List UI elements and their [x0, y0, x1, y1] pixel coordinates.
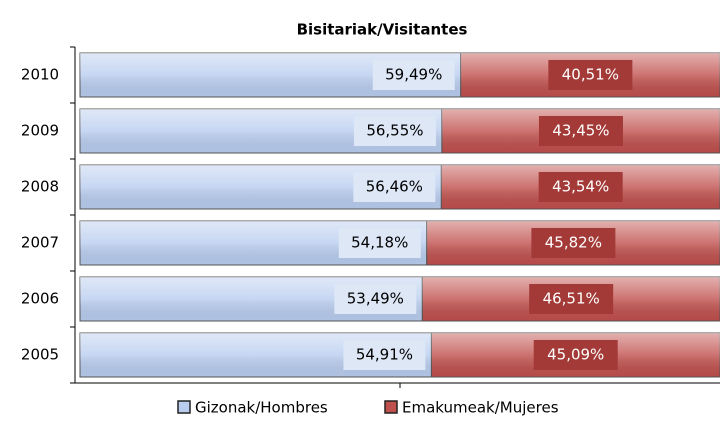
data-label: 54,18%	[351, 234, 408, 252]
legend-swatch	[384, 400, 398, 414]
data-label: 43,54%	[552, 178, 609, 196]
label-box	[531, 228, 616, 258]
label-box	[538, 116, 623, 146]
data-label: 46,51%	[543, 290, 600, 308]
label-box	[334, 284, 417, 314]
data-label: 40,51%	[562, 66, 619, 84]
label-box	[353, 116, 436, 146]
label-box	[372, 60, 455, 90]
label-box	[343, 340, 426, 370]
y-tick-label: 2007	[21, 234, 59, 252]
label-box	[533, 340, 618, 370]
y-tick-label: 2009	[21, 122, 59, 140]
label-box	[529, 284, 614, 314]
data-label: 53,49%	[347, 290, 404, 308]
y-tick-label: 2005	[21, 346, 59, 364]
data-label: 45,82%	[545, 234, 602, 252]
data-label: 43,45%	[552, 122, 609, 140]
data-label: 54,91%	[356, 346, 413, 364]
y-tick-label: 2010	[21, 66, 59, 84]
label-box	[548, 60, 633, 90]
label-box	[338, 228, 421, 258]
data-label: 56,46%	[366, 178, 423, 196]
label-box	[353, 172, 436, 202]
legend-label: Emakumeak/Mujeres	[402, 399, 559, 417]
y-tick-label: 2008	[21, 178, 59, 196]
legend-label: Gizonak/Hombres	[195, 399, 328, 417]
legend-swatch	[177, 400, 191, 414]
data-label: 45,09%	[547, 346, 604, 364]
chart-title: Bisitariak/Visitantes	[297, 21, 468, 39]
label-box	[538, 172, 623, 202]
y-tick-label: 2006	[21, 290, 59, 308]
data-label: 59,49%	[385, 66, 442, 84]
data-label: 56,55%	[366, 122, 423, 140]
